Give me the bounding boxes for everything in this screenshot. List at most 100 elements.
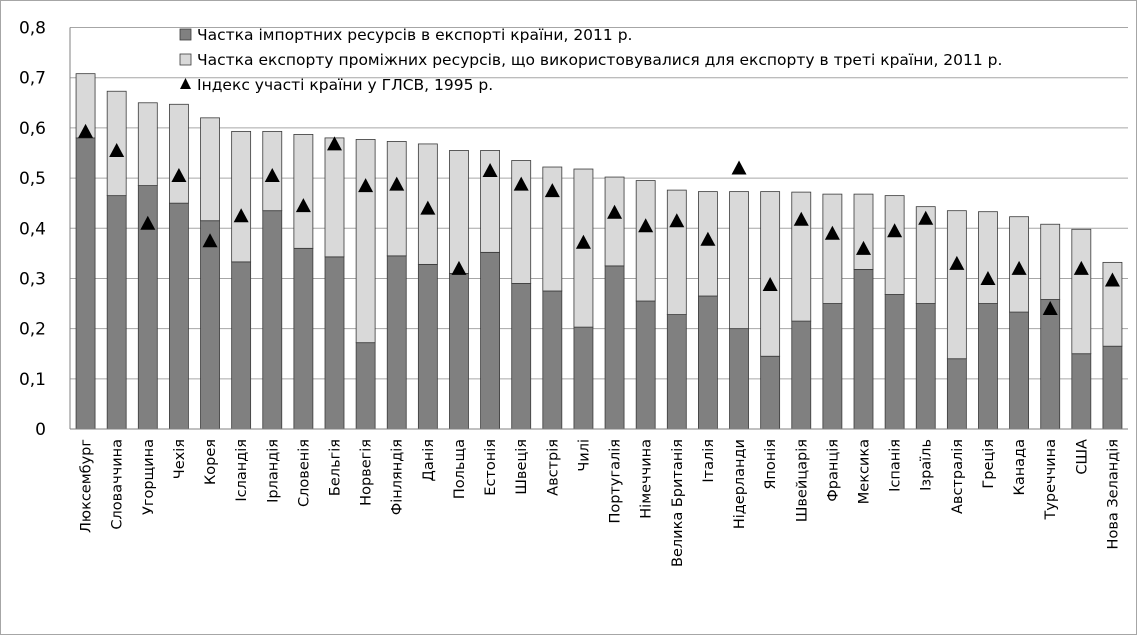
- bar-intermediate-export-share: [666, 189, 687, 315]
- y-tick-label: 0,4: [19, 219, 46, 239]
- marker-gvc-index-1995: [762, 276, 778, 291]
- x-tick-label: Естонія: [483, 439, 499, 496]
- x-tick-label: Італія: [701, 439, 717, 483]
- marker-gvc-index-1995: [918, 210, 934, 225]
- y-tick-label: 0,2: [19, 320, 46, 340]
- bar-import-share: [604, 265, 625, 430]
- legend-swatch: [179, 53, 192, 66]
- bar-import-share: [978, 303, 998, 430]
- marker-gvc-index-1995: [887, 223, 903, 238]
- x-tick-label: Угорщина: [141, 439, 157, 515]
- bar-import-share: [573, 326, 594, 430]
- bar-intermediate-export-share: [822, 193, 843, 304]
- bar-import-share: [666, 314, 687, 430]
- marker-gvc-index-1995: [1011, 260, 1027, 275]
- bar-intermediate-export-share: [386, 141, 407, 257]
- marker-gvc-index-1995: [295, 198, 311, 213]
- x-tick-label: Ісландія: [234, 439, 250, 502]
- bar-import-share: [729, 328, 749, 430]
- bar-import-share: [75, 137, 96, 430]
- x-tick-label: Швеція: [514, 439, 530, 495]
- bar-import-share: [915, 303, 936, 430]
- bar-import-share: [200, 220, 220, 430]
- x-tick-label: Ізраїль: [919, 439, 935, 491]
- x-tick-label: Фінляндія: [390, 439, 406, 515]
- x-tick-label: Швейцарія: [794, 439, 810, 522]
- x-tick-label: Данія: [421, 439, 437, 481]
- bar-import-share: [853, 269, 874, 430]
- x-tick-label: Іспанія: [888, 439, 904, 492]
- bars: [75, 73, 1123, 430]
- bar-import-share: [449, 273, 469, 430]
- bar-intermediate-export-share: [1071, 228, 1092, 355]
- bar-intermediate-export-share: [355, 139, 376, 344]
- bar-import-share: [822, 303, 843, 430]
- marker-gvc-index-1995: [980, 270, 996, 285]
- marker-gvc-index-1995: [389, 176, 405, 191]
- marker-gvc-index-1995: [700, 231, 716, 246]
- bar-intermediate-export-share: [169, 103, 189, 204]
- marker-gvc-index-1995: [451, 260, 467, 275]
- x-tick-label: Ірландія: [265, 439, 281, 503]
- marker-gvc-index-1995: [824, 225, 840, 240]
- marker-gvc-index-1995: [513, 176, 529, 191]
- bar-intermediate-export-share: [760, 191, 781, 357]
- bar-intermediate-export-share: [293, 133, 314, 249]
- bar-intermediate-export-share: [137, 102, 158, 186]
- legend-label: Частка імпортних ресурсів в експорті кра…: [197, 26, 632, 44]
- bar-intermediate-export-share: [231, 130, 252, 263]
- bar-import-share: [480, 251, 500, 430]
- x-tick-label: Люксембург: [79, 439, 95, 533]
- y-tick-label: 0,6: [19, 119, 46, 139]
- bar-intermediate-export-share: [324, 137, 345, 258]
- x-tick-label: Словенія: [296, 439, 312, 507]
- x-tick-label: Японія: [763, 439, 779, 490]
- marker-gvc-index-1995: [233, 208, 249, 223]
- bar-import-share: [884, 294, 905, 430]
- x-tick-label: Греція: [981, 439, 997, 489]
- bar-intermediate-export-share: [884, 195, 905, 295]
- marker-gvc-index-1995: [793, 211, 809, 226]
- bar-import-share: [1009, 311, 1029, 430]
- legend-swatch: [179, 28, 192, 41]
- bar-import-share: [262, 210, 283, 430]
- marker-gvc-index-1995: [575, 234, 591, 249]
- marker-gvc-index-1995: [669, 213, 685, 228]
- marker-gvc-index-1995: [638, 218, 654, 233]
- bar-import-share: [791, 320, 812, 430]
- marker-gvc-index-1995: [856, 240, 871, 255]
- marker-gvc-index-1995: [420, 200, 436, 215]
- axes: 0 0,1 0,2 0,3 0,4 0,5 0,6 0,7 0,8 Люксембург Слова…: [19, 19, 1128, 567]
- legend-label: Індекс участі країни у ГЛСВ, 1995 р.: [197, 76, 493, 94]
- bar-intermediate-export-share: [853, 193, 874, 270]
- x-tick-label: Франція: [825, 439, 841, 502]
- marker-gvc-index-1995: [171, 168, 187, 183]
- marker-gvc-index-1995: [1042, 301, 1058, 316]
- marker-gvc-index-1995: [1104, 272, 1120, 287]
- y-tick-label: 0,1: [19, 370, 46, 390]
- bar-import-share: [511, 283, 532, 430]
- marker-gvc-index-1995: [327, 136, 342, 151]
- bar-import-share: [635, 300, 656, 430]
- x-tick-label: Чехія: [172, 439, 188, 479]
- x-tick-label: Польща: [452, 439, 468, 499]
- bar-import-share: [324, 256, 345, 430]
- y-tick-label: 0,8: [19, 19, 46, 39]
- bar-intermediate-export-share: [200, 117, 220, 222]
- bar-intermediate-export-share: [729, 191, 749, 330]
- y-tick-label: 0: [35, 420, 46, 440]
- y-tick-label: 0,5: [19, 169, 46, 189]
- marker-gvc-index-1995: [202, 233, 218, 248]
- x-tick-label: Нова Зеландія: [1105, 439, 1121, 549]
- marker-gvc-index-1995: [544, 183, 560, 198]
- x-tick-label: Велика Британія: [670, 439, 686, 567]
- x-tick-label: США: [1074, 439, 1090, 475]
- legend-triangle-icon: [180, 78, 191, 89]
- x-tick-label: Австралія: [950, 439, 966, 514]
- x-tick-label: Бельгія: [328, 439, 344, 496]
- bar-intermediate-export-share: [542, 166, 563, 292]
- bar-import-share: [293, 247, 314, 430]
- bar-import-share: [542, 290, 563, 430]
